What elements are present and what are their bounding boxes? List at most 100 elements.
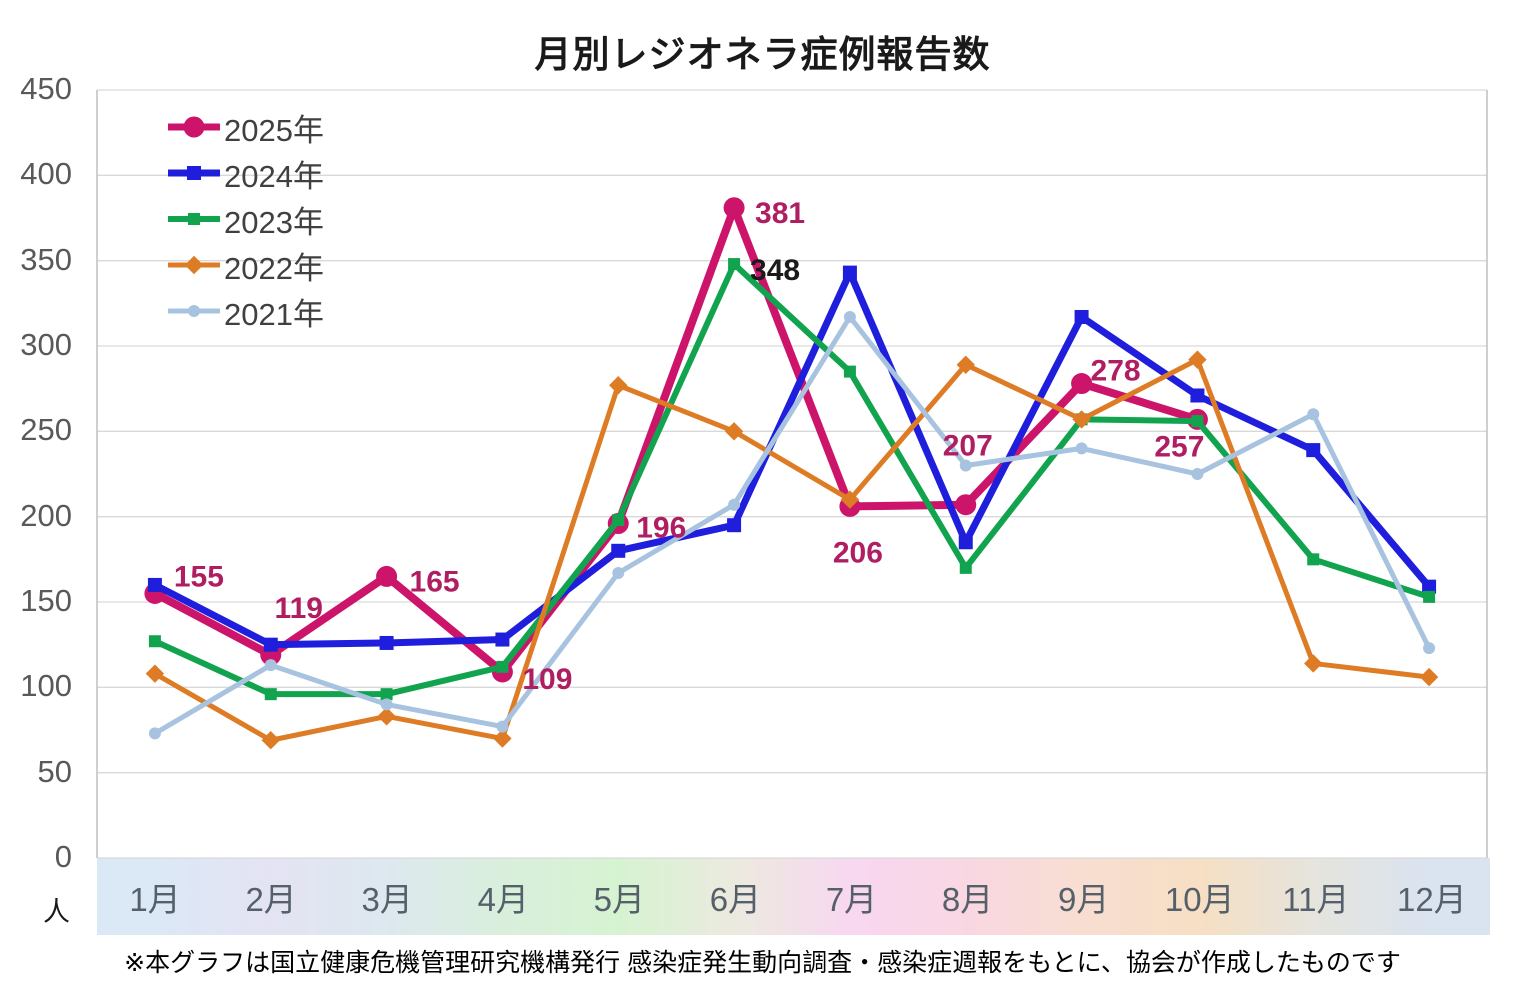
x-tick-1月: 1月 [129, 880, 181, 918]
data-point-2023年-12月 [1423, 590, 1436, 603]
data-point-2023年-6月 [728, 258, 741, 271]
x-tick-10月: 10月 [1164, 880, 1235, 918]
y-tick-50: 50 [37, 753, 72, 789]
data-label-2025年-3月: 165 [410, 565, 460, 598]
data-point-2025年-9月 [1071, 373, 1093, 395]
data-point-2024年-2月 [263, 637, 278, 652]
legend-label-2024年: 2024年 [224, 158, 324, 194]
data-point-2024年-10月 [1190, 388, 1205, 403]
y-tick-0: 0 [54, 839, 72, 874]
data-label-2025年-10月: 257 [1154, 430, 1204, 463]
data-point-2023年-4月 [496, 660, 509, 673]
y-tick-250: 250 [20, 412, 72, 448]
x-tick-11月: 11月 [1282, 880, 1350, 918]
data-point-2022年-3月 [377, 707, 396, 726]
data-point-2021年-11月 [1307, 408, 1320, 421]
data-label-2025年-2月: 119 [275, 592, 323, 625]
source-note: ※本グラフは国立健康危機管理研究機構発行 感染症発生動向調査・感染症週報をもとに… [124, 949, 1401, 977]
legend-marker-2021年 [168, 305, 220, 317]
data-point-2022年-9月 [1072, 410, 1091, 429]
y-tick-400: 400 [20, 156, 72, 192]
x-tick-3月: 3月 [361, 880, 413, 918]
data-label-2025年-9月: 278 [1091, 355, 1141, 388]
x-tick-9月: 9月 [1057, 880, 1110, 918]
legend-item-2021年: 2021年 [168, 288, 324, 334]
legend-marker-shape-2022年 [184, 255, 204, 275]
data-point-2023年-3月 [380, 688, 393, 701]
legend-item-2022年: 2022年 [168, 242, 324, 288]
legend-marker-shape-2024年 [187, 166, 201, 180]
data-point-2023年-10月 [1191, 415, 1204, 428]
data-point-2025年-8月 [955, 494, 977, 516]
data-point-2024年-7月 [842, 265, 857, 280]
data-point-2024年-1月 [147, 577, 162, 592]
data-point-2021年-9月 [1075, 442, 1088, 455]
data-point-2023年-1月 [148, 635, 161, 648]
legend-marker-2024年 [168, 166, 220, 180]
data-point-2023年-11月 [1307, 553, 1320, 566]
series-2024年 [147, 265, 1437, 652]
data-point-2022年-10月 [1188, 350, 1207, 369]
data-point-2022年-5月 [609, 376, 628, 395]
data-point-2024年-9月 [1074, 309, 1089, 324]
data-point-2024年-3月 [379, 635, 394, 650]
series-line-2025年 [150, 203, 1202, 676]
chart-title: 月別レジオネラ症例報告数 [534, 34, 991, 75]
series-2021年 [148, 310, 1436, 740]
series-2022年 [145, 350, 1439, 750]
data-point-2025年-6月 [723, 197, 745, 219]
series-line-2022年 [152, 357, 1432, 743]
data-point-2021年-2月 [264, 659, 277, 672]
data-point-2023年-8月 [959, 561, 972, 574]
data-point-2022年-1月 [145, 664, 165, 683]
data-point-2021年-10月 [1191, 468, 1204, 480]
y-axis-unit-label: 人 [43, 897, 70, 927]
data-point-2021年-1月 [148, 727, 161, 740]
data-point-2024年-4月 [495, 632, 510, 647]
y-tick-200: 200 [20, 497, 72, 533]
x-tick-5月: 5月 [593, 880, 646, 918]
legend-marker-shape-2025年 [183, 116, 205, 138]
data-point-2023年-5月 [612, 514, 625, 527]
data-point-2023年-7月 [843, 365, 856, 378]
data-point-2022年-4月 [493, 729, 512, 748]
legend-label-2021年: 2021年 [224, 296, 324, 332]
x-tick-2月: 2月 [245, 880, 297, 918]
legend-item-2024年: 2024年 [168, 150, 324, 196]
data-point-2024年-6月 [727, 518, 742, 533]
y-tick-150: 150 [20, 583, 72, 618]
data-point-2022年-2月 [261, 731, 280, 750]
data-point-2021年-8月 [959, 459, 972, 472]
legend: 2025年 2024年 2023年 2022年 2021年 [168, 104, 324, 334]
x-tick-6月: 6月 [709, 880, 762, 918]
y-tick-350: 350 [20, 241, 72, 277]
series-line-2024年 [151, 269, 1433, 649]
data-point-2021年-7月 [843, 310, 856, 323]
x-tick-12月: 12月 [1397, 880, 1467, 918]
legend-marker-2025年 [168, 116, 220, 138]
legend-item-2025年: 2025年 [168, 104, 324, 150]
data-point-2021年-3月 [380, 698, 393, 711]
y-tick-300: 300 [20, 327, 72, 362]
y-tick-450: 450 [20, 71, 72, 106]
legend-label-2023年: 2023年 [224, 204, 324, 240]
data-point-2024年-8月 [958, 535, 973, 550]
data-point-2021年-6月 [728, 498, 741, 511]
data-label-2025年-6月: 381 [755, 197, 805, 230]
data-point-2021年-4月 [496, 720, 509, 733]
data-label-2025年-5月: 196 [636, 511, 686, 544]
data-point-2024年-11月 [1306, 443, 1321, 458]
data-point-2025年-3月 [376, 565, 398, 587]
data-point-2024年-5月 [611, 543, 626, 558]
data-point-2022年-12月 [1419, 667, 1439, 687]
data-point-2022年-8月 [956, 355, 975, 374]
data-label-2025年-4月: 109 [522, 663, 572, 696]
legend-marker-2022年 [168, 255, 220, 275]
x-tick-7月: 7月 [825, 880, 878, 918]
data-label-2025年-8月: 207 [943, 430, 993, 463]
data-point-2022年-7月 [840, 490, 860, 509]
x-tick-8月: 8月 [941, 880, 994, 918]
legend-marker-shape-2021年 [188, 305, 200, 317]
legend-marker-2023年 [168, 213, 220, 225]
